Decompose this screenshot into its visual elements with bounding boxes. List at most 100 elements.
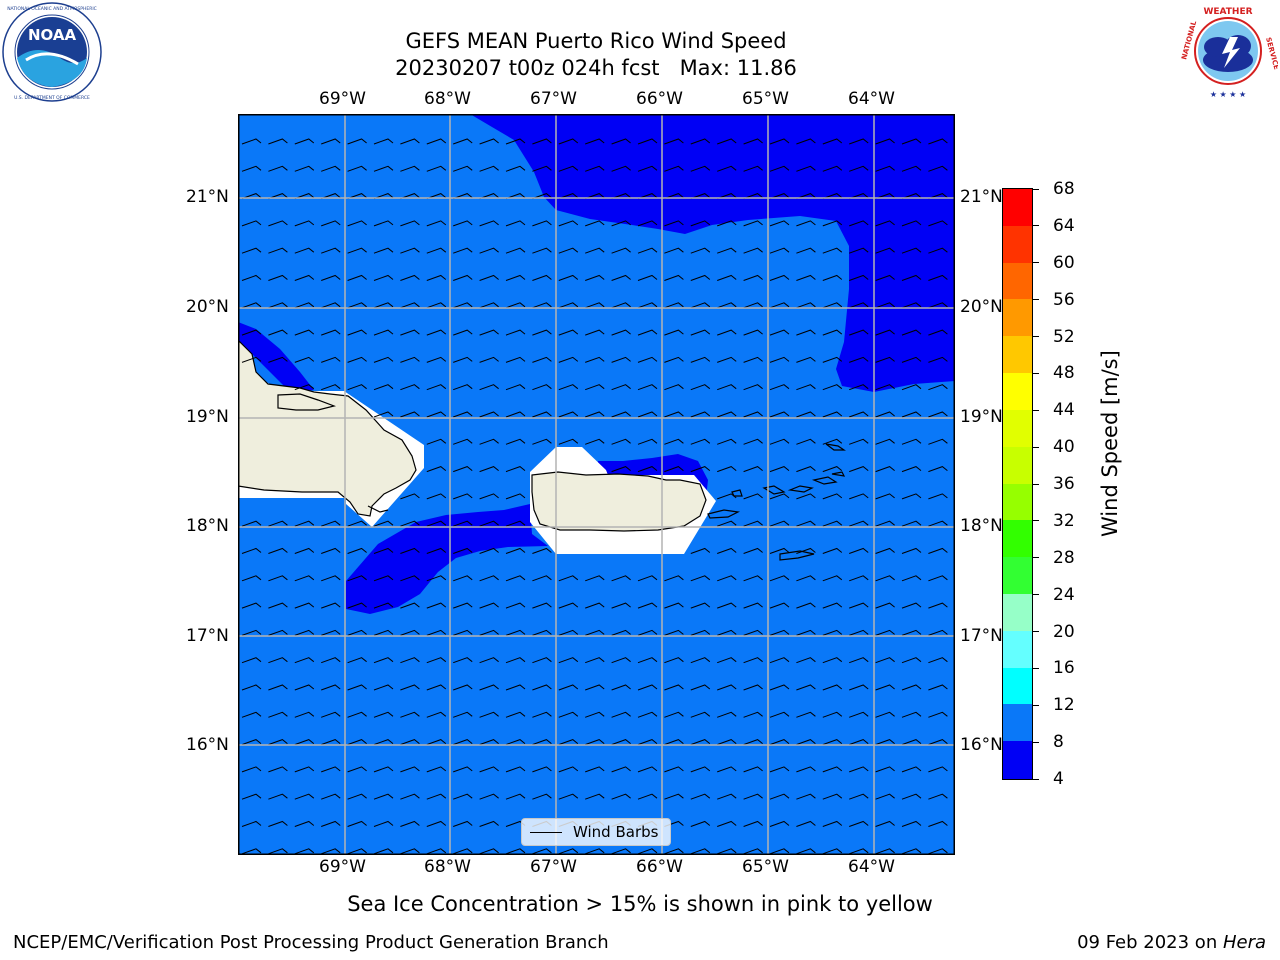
wind-barb	[505, 493, 526, 500]
wind-barb	[505, 247, 526, 254]
wind-barb	[241, 329, 262, 336]
wind-barb	[849, 766, 869, 773]
lon-label-top-65w: 65°W	[742, 89, 789, 109]
wind-barb	[611, 329, 631, 336]
wind-barb	[717, 274, 737, 281]
wind-barb	[532, 329, 552, 336]
wind-barb	[294, 547, 315, 554]
wind-barb	[611, 438, 631, 445]
wind-barb	[294, 657, 315, 664]
wind-barb	[585, 220, 605, 227]
wind-barb	[532, 165, 552, 172]
wind-barb	[822, 766, 843, 773]
lon-label-bottom-68w: 68°W	[424, 857, 471, 877]
wind-barb	[822, 138, 843, 145]
wind-barb	[875, 165, 895, 172]
wind-barb	[426, 739, 447, 746]
wind-barb	[901, 329, 922, 336]
wind-barb	[373, 302, 394, 309]
colorbar-segment	[1003, 520, 1032, 558]
wind-barb	[373, 684, 394, 691]
wind-barb	[928, 466, 948, 473]
wind-barb	[928, 547, 948, 554]
wind-barb	[637, 247, 658, 254]
wind-barb	[901, 220, 922, 227]
wind-barb	[717, 247, 737, 254]
wind-barb	[585, 575, 605, 582]
wind-barb	[849, 684, 869, 691]
wind-barb	[743, 247, 763, 254]
wind-barb	[268, 657, 288, 664]
wind-barb	[849, 739, 869, 746]
lon-label-bottom-64w: 64°W	[848, 857, 895, 877]
wind-barb	[796, 711, 816, 718]
wind-barb	[505, 520, 526, 527]
wind-barb	[875, 793, 895, 800]
wind-barb	[479, 766, 499, 773]
wind-barb	[426, 848, 447, 855]
wind-barb	[849, 520, 869, 527]
wind-barb	[505, 220, 526, 227]
wind-barb	[717, 711, 737, 718]
wind-barb	[611, 766, 631, 773]
wind-barb	[294, 356, 315, 363]
lon-label-bottom-69w: 69°W	[319, 857, 366, 877]
wind-barb	[479, 193, 499, 200]
wind-barb	[690, 848, 711, 855]
wind-barb	[347, 602, 367, 609]
wind-barb	[849, 384, 869, 391]
wind-barb	[505, 575, 526, 582]
wind-barb	[717, 466, 737, 473]
wind-barb	[875, 766, 895, 773]
wind-barb	[558, 193, 579, 200]
wind-barb	[901, 602, 922, 609]
wind-barb	[585, 602, 605, 609]
wind-barb	[532, 138, 552, 145]
wind-barb	[347, 575, 367, 582]
wind-barb	[268, 684, 288, 691]
wind-barb	[347, 711, 367, 718]
wind-barb	[717, 684, 737, 691]
plot-title-line1: GEFS MEAN Puerto Rico Wind Speed	[405, 29, 787, 53]
wind-barb	[901, 466, 922, 473]
wind-barb	[611, 657, 631, 664]
wind-barbs-layer	[241, 138, 948, 855]
plot-title-line2: 20230207 t00z 024h fcst Max: 11.86	[395, 56, 797, 80]
wind-barb	[479, 547, 499, 554]
wind-barb	[268, 247, 288, 254]
wind-barb	[373, 793, 394, 800]
wind-barb	[796, 247, 816, 254]
wind-barb	[822, 165, 843, 172]
wind-barb	[321, 820, 341, 827]
wind-barb	[347, 793, 367, 800]
wind-barb	[901, 684, 922, 691]
wind-barb	[769, 739, 790, 746]
wind-barb	[585, 302, 605, 309]
wind-barb	[664, 684, 684, 691]
wind-barb	[637, 848, 658, 855]
wind-barb	[241, 793, 262, 800]
wind-barb	[426, 466, 447, 473]
low-wind-region-north	[470, 114, 955, 392]
wind-barb	[479, 684, 499, 691]
wind-barb	[268, 193, 288, 200]
wind-barb	[505, 602, 526, 609]
wind-barb	[532, 711, 552, 718]
wind-barb	[294, 820, 315, 827]
wind-barb	[321, 329, 341, 336]
wind-barb	[822, 329, 843, 336]
wind-barb	[875, 356, 895, 363]
wind-barb	[585, 848, 605, 855]
wind-barb	[690, 739, 711, 746]
wind-barb	[426, 602, 447, 609]
wind-barb	[901, 739, 922, 746]
vieques-island	[707, 509, 740, 519]
wind-barb	[558, 657, 579, 664]
wind-barb	[268, 138, 288, 145]
wind-barb	[453, 629, 473, 636]
colorbar-tick-label: 4	[1053, 769, 1064, 789]
wind-barb	[743, 739, 763, 746]
colorbar-segment	[1003, 373, 1032, 411]
wind-barb	[400, 274, 420, 281]
wind-barb	[241, 739, 262, 746]
